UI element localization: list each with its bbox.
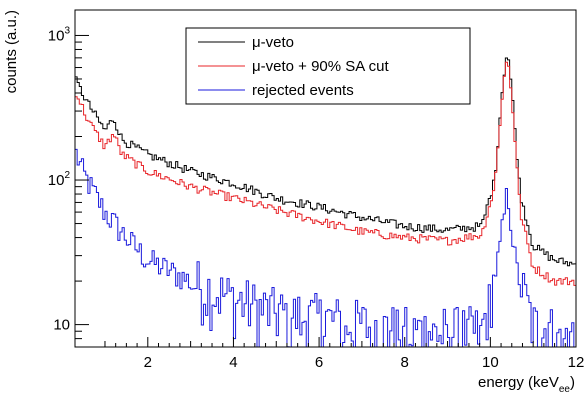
- tick-labels: 2 4 6 8 10 12 10 102 103: [48, 25, 585, 371]
- axis-ticks: [75, 34, 577, 348]
- x-tick-label: 4: [229, 354, 237, 371]
- x-tick-label: 8: [401, 354, 409, 371]
- x-tick-label: 10: [482, 354, 499, 371]
- x-axis-title: energy (keVee): [478, 374, 575, 395]
- x-tick-label: 6: [315, 354, 323, 371]
- legend: μ-veto μ-veto + 90% SA cut rejected events: [185, 27, 471, 105]
- y-tick-label: 103: [48, 25, 71, 44]
- x-axis-title-subscript: ee: [559, 384, 571, 395]
- x-axis-title-close: ): [570, 374, 575, 391]
- y-tick-label: 10: [53, 317, 70, 334]
- legend-label: rejected events: [252, 82, 354, 99]
- legend-label: μ-veto: [252, 34, 294, 51]
- plot-frame: [74, 9, 577, 348]
- series-veto-90-sa-cut-line: [75, 61, 576, 286]
- legend-label: μ-veto + 90% SA cut: [252, 58, 389, 75]
- x-axis-title-main: energy (keV: [478, 374, 559, 391]
- y-axis-title: counts (a.u.): [3, 10, 20, 93]
- y-tick-label: 102: [48, 170, 71, 189]
- x-tick-label: 12: [568, 354, 585, 371]
- legend-items: μ-veto μ-veto + 90% SA cut rejected events: [198, 34, 389, 99]
- x-tick-label: 2: [144, 354, 152, 371]
